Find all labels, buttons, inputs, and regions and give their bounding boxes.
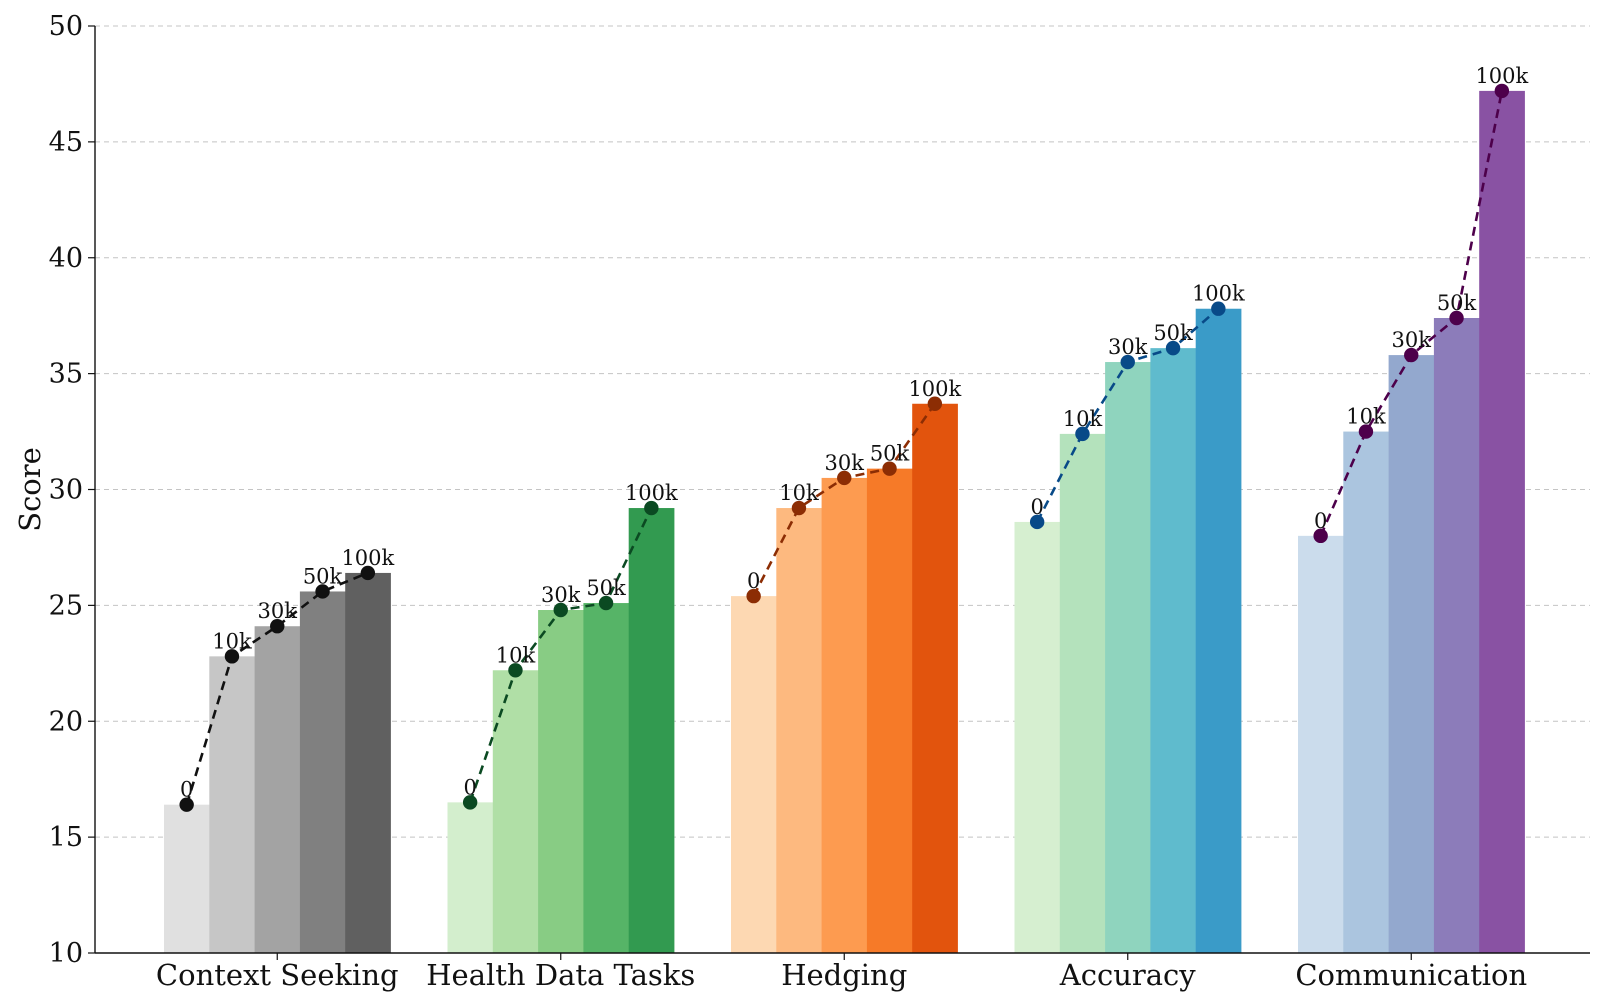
level-label: 100k: [341, 546, 394, 570]
level-label: 30k: [825, 451, 865, 475]
bar-context-seeking-30k: [254, 626, 301, 953]
level-label: 10k: [779, 481, 819, 505]
trend-point: [882, 461, 897, 476]
category-label: Hedging: [781, 958, 907, 992]
bar-communication-0: [1298, 535, 1344, 953]
level-label: 30k: [1392, 328, 1432, 352]
bar-health-data-tasks-0: [447, 802, 494, 953]
bar-accuracy-100k: [1195, 308, 1242, 953]
bar-health-data-tasks-100k: [628, 508, 675, 953]
trend-point: [1404, 347, 1419, 363]
trend-point: [1029, 514, 1045, 530]
trend-point: [462, 795, 478, 810]
bar-context-seeking-100k: [345, 572, 391, 953]
bar-communication-50k: [1433, 318, 1480, 953]
level-label: 10k: [1063, 407, 1103, 431]
level-label: 100k: [1475, 64, 1528, 88]
bar-health-data-tasks-30k: [538, 610, 584, 953]
trend-point: [1165, 340, 1181, 356]
y-tick-label: 45: [49, 127, 83, 158]
bar-hedging-0: [731, 596, 777, 953]
trend-point: [553, 602, 568, 618]
level-label: 100k: [625, 481, 678, 505]
trend-point: [598, 595, 614, 611]
y-tick-label: 15: [49, 822, 83, 853]
trend-point: [1313, 528, 1328, 544]
level-label: 0: [463, 775, 476, 799]
y-tick-label: 35: [49, 359, 83, 390]
level-label: 50k: [1437, 291, 1477, 315]
trend-point: [179, 797, 194, 812]
level-label: 30k: [1108, 335, 1148, 359]
bar-hedging-100k: [912, 403, 958, 953]
trend-point: [1494, 83, 1510, 99]
category-label: Communication: [1295, 958, 1527, 992]
bar-hedging-30k: [821, 477, 868, 953]
trend-point: [270, 619, 285, 634]
bar-context-seeking-10k: [209, 656, 255, 953]
level-label: 0: [1314, 509, 1327, 533]
trend-point: [837, 470, 852, 486]
level-label: 10k: [1346, 405, 1386, 429]
trend-point: [644, 500, 659, 516]
level-label: 50k: [1153, 321, 1193, 345]
level-label: 30k: [541, 583, 581, 607]
bar-accuracy-10k: [1059, 433, 1106, 953]
bar-context-seeking-0: [164, 804, 210, 953]
trend-points: [179, 83, 1510, 812]
bar-hedging-10k: [776, 508, 822, 953]
trend-point: [315, 584, 330, 599]
trend-point: [791, 500, 807, 516]
trend-point: [746, 588, 761, 604]
bars: [164, 90, 1525, 954]
bar-accuracy-30k: [1105, 362, 1151, 954]
trend-point: [927, 396, 943, 411]
y-tick-label: 40: [49, 243, 83, 274]
y-tick-label: 50: [49, 11, 83, 42]
trend-point: [360, 565, 376, 581]
y-tick-label: 30: [49, 475, 83, 506]
bar-communication-10k: [1343, 431, 1389, 953]
level-label: 50k: [586, 576, 626, 600]
bar-accuracy-50k: [1150, 348, 1197, 953]
level-label: 50k: [303, 564, 343, 588]
category-label: Health Data Tasks: [426, 958, 695, 992]
y-axis-title: Score: [13, 447, 47, 532]
trend-point: [1211, 301, 1226, 316]
level-label: 0: [747, 569, 760, 593]
bar-hedging-50k: [866, 468, 913, 953]
y-tick-label: 20: [49, 706, 83, 737]
level-label: 0: [1030, 495, 1043, 519]
y-tick-label: 10: [49, 938, 83, 969]
trend-point: [1120, 354, 1135, 370]
bar-health-data-tasks-50k: [583, 603, 630, 953]
trend-point: [1358, 424, 1374, 439]
level-label: 100k: [908, 377, 961, 401]
bar-communication-100k: [1479, 90, 1525, 953]
level-label: 100k: [1192, 282, 1245, 306]
bar-accuracy-0: [1014, 521, 1061, 953]
trend-point: [508, 663, 523, 678]
trend-point: [224, 649, 240, 664]
trend-point: [1449, 310, 1464, 326]
trend-point: [1075, 426, 1090, 442]
category-label: Context Seeking: [156, 958, 399, 992]
level-label: 10k: [496, 643, 536, 667]
level-label: 10k: [212, 629, 252, 653]
level-label: 30k: [258, 599, 298, 623]
level-label: 0: [180, 778, 193, 802]
y-tick-label: 25: [49, 590, 83, 621]
bar-context-seeking-50k: [299, 591, 346, 953]
bar-communication-30k: [1388, 355, 1435, 954]
level-label: 50k: [870, 442, 910, 466]
axes: 10 15 20 25 30 35 40 45 50 Context Seeking Health …: [49, 11, 1590, 992]
category-label: Accuracy: [1059, 958, 1196, 992]
